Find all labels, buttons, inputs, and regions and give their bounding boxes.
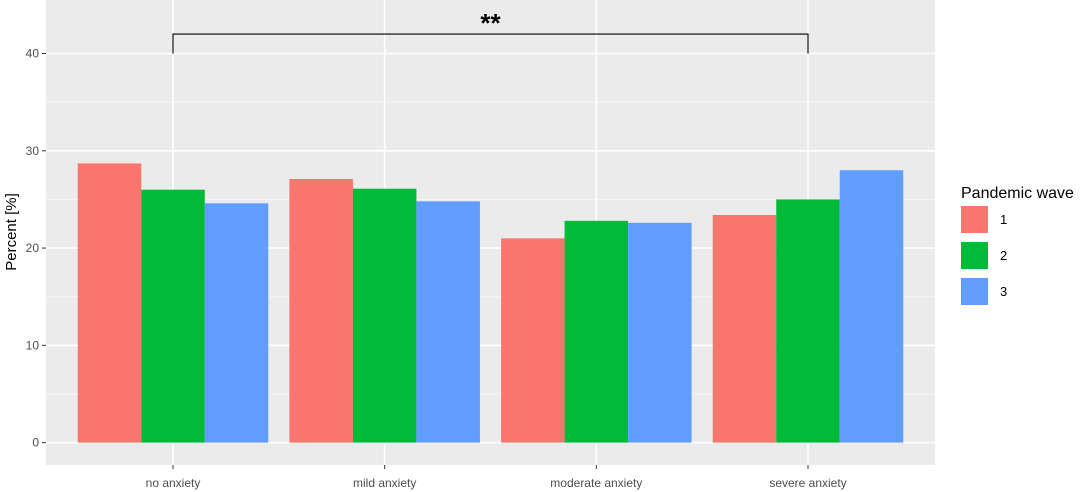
x-axis-ticks: no anxiety mild anxiety moderate anxiety se… — [146, 465, 847, 490]
x-tick-label: severe anxiety — [769, 476, 846, 490]
bar-wave-1-moderate-anxiety — [501, 238, 565, 443]
y-tick-label: 10 — [26, 338, 40, 352]
significance-annotation: ** — [172, 8, 809, 54]
y-axis-ticks: 0 10 20 30 40 — [26, 47, 46, 450]
bar-wave-2-mild-anxiety — [352, 188, 417, 443]
bar-wave-3-severe-anxiety — [839, 170, 904, 443]
bar-wave-2-severe-anxiety — [776, 199, 840, 443]
legend-label-1: 1 — [1000, 212, 1007, 227]
y-tick-label: 20 — [26, 241, 40, 255]
legend-key-3 — [961, 278, 988, 305]
bars — [77, 163, 904, 443]
significance-label: ** — [480, 8, 501, 38]
legend-label-2: 2 — [1000, 248, 1007, 263]
y-tick-label: 30 — [26, 144, 40, 158]
bar-wave-1-mild-anxiety — [289, 178, 353, 443]
bar-wave-1-severe-anxiety — [712, 214, 777, 443]
legend-key-2 — [961, 242, 988, 269]
legend: Pandemic wave 1 2 3 — [961, 185, 1074, 305]
legend-title: Pandemic wave — [961, 185, 1074, 202]
bar-wave-3-no-anxiety — [204, 203, 269, 443]
bar-wave-1-no-anxiety — [77, 163, 142, 443]
significance-bracket — [172, 33, 809, 54]
legend-key-1 — [961, 206, 988, 233]
x-tick-label: moderate anxiety — [550, 476, 642, 490]
y-tick-label: 40 — [26, 47, 40, 61]
bar-wave-2-moderate-anxiety — [564, 220, 629, 443]
bar-wave-3-moderate-anxiety — [628, 222, 692, 443]
y-axis-title: Percent [%] — [3, 193, 20, 271]
y-tick-label: 0 — [32, 436, 39, 450]
bar-wave-2-no-anxiety — [141, 189, 205, 443]
legend-label-3: 3 — [1000, 284, 1007, 299]
bar-wave-3-mild-anxiety — [416, 201, 480, 443]
x-tick-label: no anxiety — [146, 476, 201, 490]
x-tick-label: mild anxiety — [353, 476, 416, 490]
